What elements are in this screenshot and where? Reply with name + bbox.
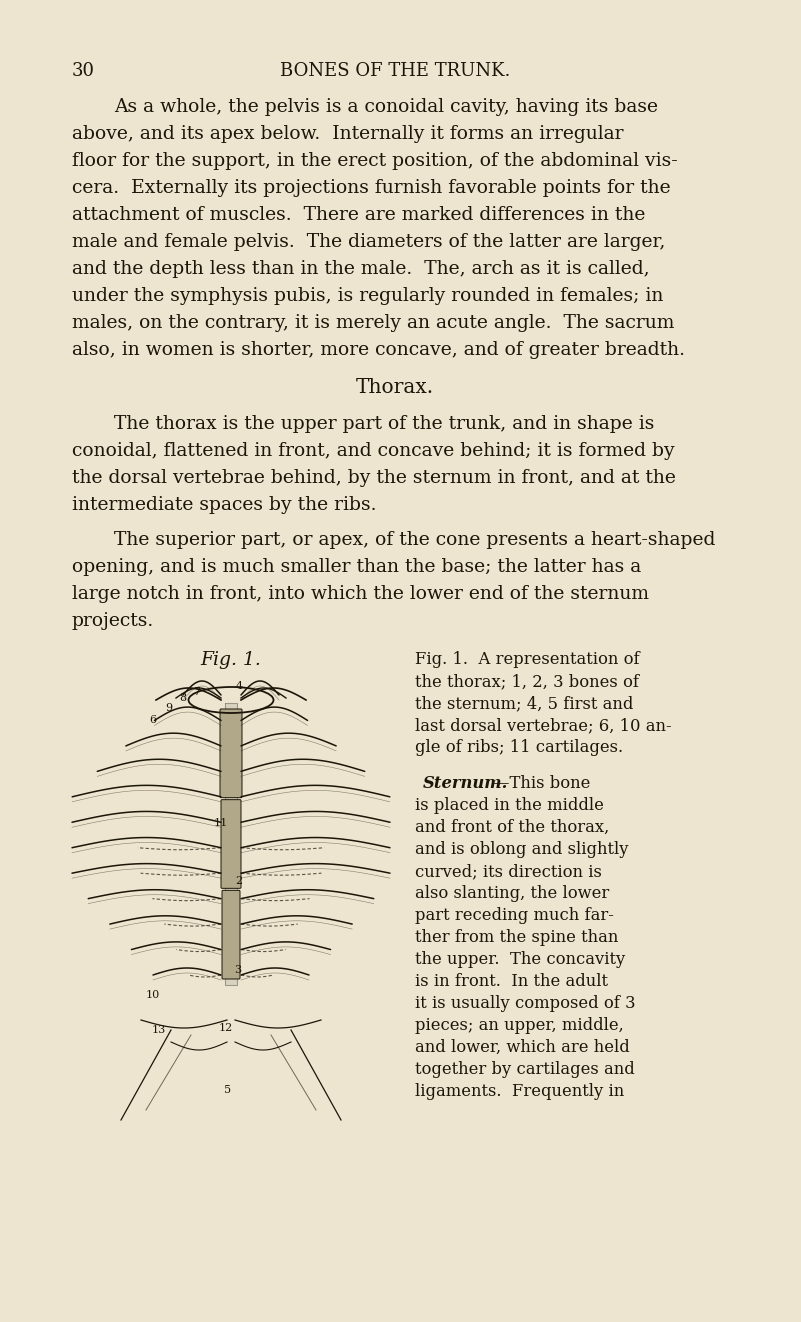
- Text: pieces; an upper, middle,: pieces; an upper, middle,: [415, 1017, 624, 1034]
- Text: it is usually composed of 3: it is usually composed of 3: [415, 995, 635, 1013]
- Text: 8: 8: [179, 693, 187, 703]
- Text: Sternum.: Sternum.: [423, 775, 509, 792]
- Text: attachment of muscles.  There are marked differences in the: attachment of muscles. There are marked …: [72, 206, 646, 223]
- Text: is placed in the middle: is placed in the middle: [415, 797, 604, 814]
- Text: the thorax; 1, 2, 3 bones of: the thorax; 1, 2, 3 bones of: [415, 673, 639, 690]
- FancyBboxPatch shape: [222, 890, 240, 980]
- Text: ther from the spine than: ther from the spine than: [415, 929, 618, 947]
- Text: The superior part, or apex, of the cone presents a heart-shaped: The superior part, or apex, of the cone …: [114, 531, 715, 549]
- Text: the sternum; 4, 5 first and: the sternum; 4, 5 first and: [415, 695, 634, 713]
- Text: and is oblong and slightly: and is oblong and slightly: [415, 841, 629, 858]
- Text: and lower, which are held: and lower, which are held: [415, 1039, 630, 1056]
- Text: 2: 2: [235, 875, 243, 886]
- FancyBboxPatch shape: [220, 709, 242, 797]
- Text: and front of the thorax,: and front of the thorax,: [415, 820, 610, 836]
- Text: large notch in front, into which the lower end of the sternum: large notch in front, into which the low…: [72, 586, 649, 603]
- Text: Fig. 1.  A representation of: Fig. 1. A representation of: [415, 650, 640, 668]
- FancyBboxPatch shape: [221, 800, 241, 888]
- Text: 3: 3: [235, 965, 242, 976]
- Text: Thorax.: Thorax.: [356, 378, 434, 397]
- Text: 11: 11: [214, 818, 228, 828]
- Text: ligaments.  Frequently in: ligaments. Frequently in: [415, 1083, 624, 1100]
- Text: —This bone: —This bone: [493, 775, 590, 792]
- Text: Fig. 1.: Fig. 1.: [200, 650, 261, 669]
- Text: 30: 30: [72, 62, 95, 81]
- Text: also, in women is shorter, more concave, and of greater breadth.: also, in women is shorter, more concave,…: [72, 341, 685, 360]
- Text: the upper.  The concavity: the upper. The concavity: [415, 951, 626, 968]
- Text: curved; its direction is: curved; its direction is: [415, 863, 602, 880]
- Text: opening, and is much smaller than the base; the latter has a: opening, and is much smaller than the ba…: [72, 558, 642, 576]
- Text: The thorax is the upper part of the trunk, and in shape is: The thorax is the upper part of the trun…: [114, 415, 654, 434]
- Text: and the depth less than in the male.  The, arch as it is called,: and the depth less than in the male. The…: [72, 260, 650, 278]
- Polygon shape: [225, 703, 237, 985]
- Text: intermediate spaces by the ribs.: intermediate spaces by the ribs.: [72, 496, 376, 514]
- Text: male and female pelvis.  The diameters of the latter are larger,: male and female pelvis. The diameters of…: [72, 233, 666, 251]
- Text: As a whole, the pelvis is a conoidal cavity, having its base: As a whole, the pelvis is a conoidal cav…: [114, 98, 658, 116]
- Text: 10: 10: [146, 990, 160, 999]
- Text: is in front.  In the adult: is in front. In the adult: [415, 973, 608, 990]
- Text: 12: 12: [219, 1023, 233, 1032]
- Text: above, and its apex below.  Internally it forms an irregular: above, and its apex below. Internally it…: [72, 126, 623, 143]
- Text: males, on the contrary, it is merely an acute angle.  The sacrum: males, on the contrary, it is merely an …: [72, 315, 674, 332]
- Text: gle of ribs; 11 cartilages.: gle of ribs; 11 cartilages.: [415, 739, 623, 756]
- Text: cera.  Externally its projections furnish favorable points for the: cera. Externally its projections furnish…: [72, 178, 670, 197]
- Text: conoidal, flattened in front, and concave behind; it is formed by: conoidal, flattened in front, and concav…: [72, 442, 674, 460]
- Text: 7: 7: [194, 687, 200, 697]
- Text: BONES OF THE TRUNK.: BONES OF THE TRUNK.: [280, 62, 510, 81]
- Text: together by cartilages and: together by cartilages and: [415, 1062, 634, 1077]
- Text: projects.: projects.: [72, 612, 155, 631]
- Text: part receding much far-: part receding much far-: [415, 907, 614, 924]
- Text: under the symphysis pubis, is regularly rounded in females; in: under the symphysis pubis, is regularly …: [72, 287, 663, 305]
- Text: 6: 6: [150, 715, 156, 724]
- Text: 13: 13: [152, 1025, 166, 1035]
- Text: also slanting, the lower: also slanting, the lower: [415, 884, 610, 902]
- Text: 4: 4: [235, 681, 243, 691]
- Text: the dorsal vertebrae behind, by the sternum in front, and at the: the dorsal vertebrae behind, by the ster…: [72, 469, 676, 486]
- Text: floor for the support, in the erect position, of the abdominal vis-: floor for the support, in the erect posi…: [72, 152, 678, 171]
- Text: 5: 5: [224, 1085, 231, 1095]
- Text: 9: 9: [166, 703, 172, 713]
- Text: last dorsal vertebrae; 6, 10 an-: last dorsal vertebrae; 6, 10 an-: [415, 717, 671, 734]
